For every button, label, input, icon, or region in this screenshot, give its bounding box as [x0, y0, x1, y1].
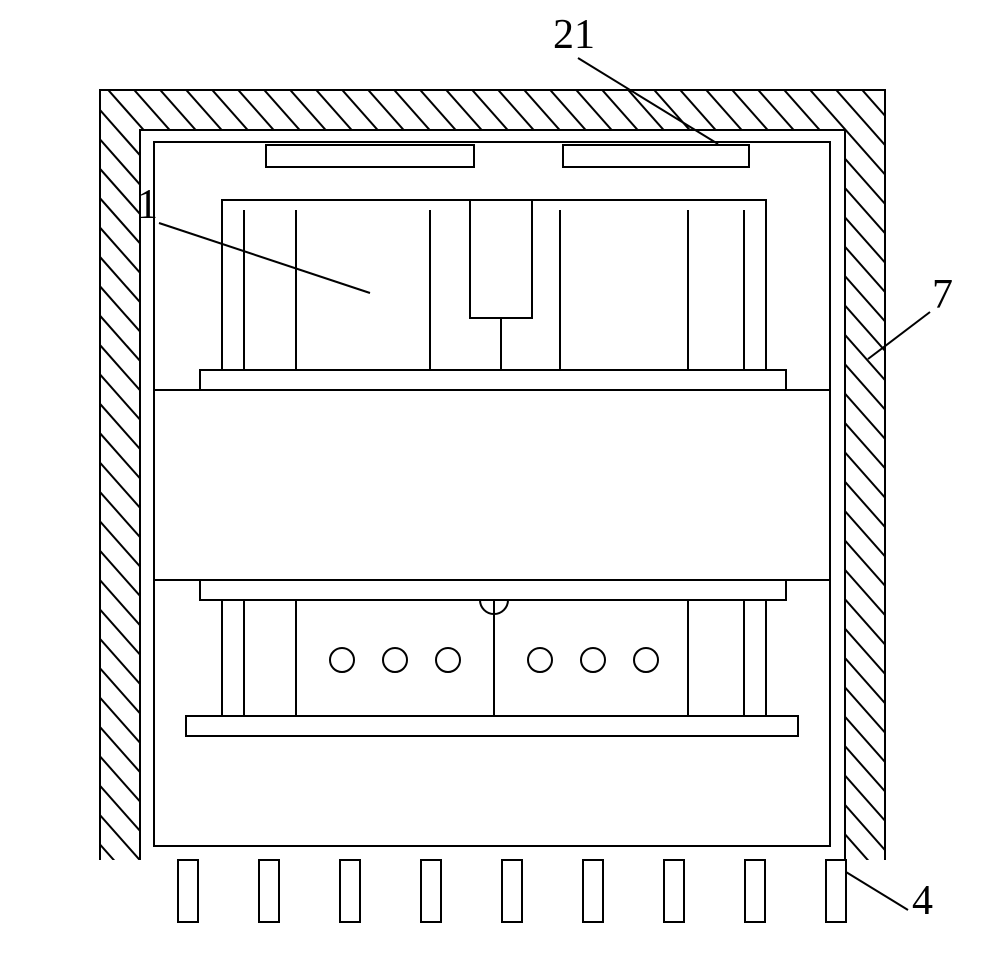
top-plates — [266, 145, 749, 167]
diagram-canvas: 1 4 7 21 — [0, 0, 1000, 957]
pins — [178, 860, 846, 922]
callout-label-21: 21 — [553, 12, 595, 58]
callout-label-7: 7 — [932, 272, 953, 318]
lower-block — [186, 580, 798, 736]
hatched-shell — [0, 40, 1000, 910]
mid-band — [154, 390, 830, 580]
upper-block — [200, 200, 786, 390]
callout-label-4: 4 — [912, 878, 933, 924]
callout-label-1: 1 — [137, 182, 158, 228]
